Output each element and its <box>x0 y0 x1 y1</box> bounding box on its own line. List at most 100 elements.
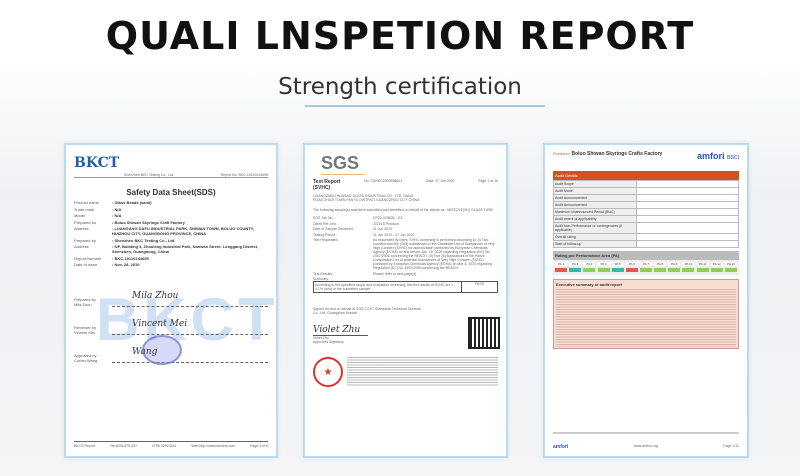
page-subtitle: Strength certification <box>278 74 522 100</box>
pa-label: PA 9 <box>668 262 681 266</box>
audit-row: Audit Announcement <box>552 201 739 209</box>
producer-label: Producer: <box>553 151 571 156</box>
report-fields: SGS Job No. : CP20-029606 - GZ Client Ref.… <box>313 216 498 276</box>
pa-label: PA 11 <box>696 262 709 266</box>
client-address: GUANGZHOU HUASAO GLASS INDUSTRIAL CO., L… <box>313 194 420 202</box>
pa-color <box>696 268 709 272</box>
audit-table: Audit Scope Audit Mode Audit Announcement A… <box>552 180 739 248</box>
pa-color <box>640 268 653 272</box>
sgs-logo: SGS <box>321 153 366 175</box>
pa-rating: PA 7 <box>639 261 653 274</box>
field-value: 2020LS Produce <box>373 221 400 226</box>
field-label: Prepared by <box>74 237 96 243</box>
signatures: Prepared by Mila Zhou Mila Zhou Reviewer by… <box>74 289 268 365</box>
field-value: : 6/F, Building 3, Zhouleng Industrial P… <box>112 244 259 254</box>
field-label: Product name <box>74 200 99 205</box>
signature: Violet Zhu <box>313 325 368 336</box>
result-pass: PASS <box>474 282 485 286</box>
signer: Reviewer by Vincent Mei <box>74 325 112 335</box>
field-label: Trade mark <box>74 206 95 212</box>
field-row: Client Ref. Info. : 2020LS Produce <box>313 222 498 226</box>
field-row: Report Number: BKC-19110244695 <box>74 256 268 261</box>
pa-rating: PA 5 <box>611 261 625 274</box>
pa-label: PA 10 <box>682 262 695 266</box>
audit-row-label: Audit Non-Performance or contingencies (… <box>552 222 638 234</box>
sgs-test-report: SGS Test Report No. CANEC2009256601 Date… <box>303 143 508 458</box>
audit-row-label: Audit Scope <box>552 180 638 188</box>
handwritten-signature: Mila Zhou <box>132 291 179 301</box>
approval-stamp-icon <box>142 335 182 365</box>
company-seal-icon: ★ <box>313 357 343 387</box>
executive-summary: Executive summary of audit report <box>553 279 739 349</box>
pa-label: PA 8 <box>654 262 667 266</box>
audit-row-value <box>636 180 739 188</box>
field-label: Client Ref. Info. : <box>313 221 340 226</box>
signer: Prepared by Mila Zhou <box>74 297 112 307</box>
sds-fields: Product name: Glass Beads (sand) Trade ma… <box>74 200 268 267</box>
pa-rating: PA 9 <box>667 261 681 274</box>
audit-row-value <box>636 222 739 234</box>
audit-row-label: Audit Announcement <box>552 201 638 209</box>
signer: Approved by Corbin Wang <box>74 353 112 363</box>
pa-label: PA 6 <box>625 262 638 266</box>
report-subtitle: (SVHC) <box>313 185 331 191</box>
field-value: CP20-029606 - GZ <box>373 216 403 220</box>
field-value: As requested by client, SVHC screening i… <box>373 238 495 270</box>
signer-title: Approved Signatory <box>313 340 344 344</box>
pa-color <box>668 268 681 272</box>
field-row: Test Requested : As requested by client, … <box>313 238 498 270</box>
pa-rating: PA 12 <box>710 261 724 274</box>
signature-line: Mila Zhou <box>112 289 268 307</box>
doc-footer: BKCS Report Tel:4008-875-392 0755-329233… <box>74 441 268 448</box>
footer-site: www.amfori.org <box>633 444 658 448</box>
pa-rating: PA 1 <box>554 261 568 274</box>
field-row: Prepared by: Shenzhen BKC Testing Co., L… <box>74 238 268 243</box>
rating-header: Rating per Performance Area (PA) <box>553 251 739 260</box>
field-value: : BKC-19110244695 <box>112 255 149 261</box>
field-label: Address <box>74 244 89 249</box>
pa-label: PA 12 <box>710 262 723 266</box>
audit-row-label: Audit Mode <box>552 187 638 195</box>
summary-label: Summary: <box>313 277 329 281</box>
pa-color <box>583 268 596 272</box>
brand-sub: BSCI <box>727 155 739 161</box>
producer-name: Boluo Shiwan Skyrings Crafts Factory <box>571 151 663 157</box>
pa-color <box>569 268 582 272</box>
pa-rating: PA 11 <box>696 261 710 274</box>
field-row: Testing Period : 11 Jun 2020 - 17 Jun 202… <box>313 233 498 237</box>
pa-label: PA 2 <box>569 262 582 266</box>
signer-name: Corbin Wang <box>74 358 98 363</box>
footer-text: 0755-32923341 <box>151 444 177 448</box>
field-row: Address: LUANGANG DAFU INDUSTRIAL PARK, … <box>74 226 268 236</box>
signed-for: Signed for and on behalf of SGS-CSTC Sta… <box>313 307 421 315</box>
signature-row: Reviewer by Vincent Mei Vincent Mei <box>74 317 268 335</box>
field-row: Trade mark : N/A <box>74 207 268 212</box>
sds-certificate: BKCT Shenzhen BKC Testing Co., Ltd. Repo… <box>64 143 278 458</box>
field-label: SGS Job No. : <box>313 216 336 220</box>
signature-line: Wang <box>112 335 268 365</box>
pa-label: PA 5 <box>611 262 624 266</box>
field-label: Date of issue <box>74 262 98 267</box>
field-value: : N/A <box>112 206 122 212</box>
field-row: Prepared for: Boluo Shiwan Skyrings Craf… <box>74 220 268 225</box>
field-row: Date of Sample Received : 11 Jun 2020 <box>313 227 498 231</box>
intro-text: The following sample(s) was/were submitt… <box>313 208 494 212</box>
footer-brand: amfori <box>553 444 569 450</box>
report-title: Test Report <box>313 179 341 185</box>
report-no: No. CANEC2009256601 <box>364 179 403 183</box>
brand-name: amfori <box>697 151 725 161</box>
field-value: Please refer to next page(s). <box>373 271 418 276</box>
audit-row-value <box>636 208 739 216</box>
summary-text <box>556 289 736 347</box>
subtitle-underline <box>305 105 545 107</box>
field-row: Date of issue: Nov. 28, 2019 <box>74 262 268 267</box>
pa-color <box>597 268 610 272</box>
pa-rating: PA 10 <box>681 261 695 274</box>
field-row: Model: N/A <box>74 213 268 218</box>
audit-row-value <box>636 233 739 241</box>
signer-role: Prepared by <box>74 297 96 302</box>
bkct-watermark: BKCT <box>96 286 278 353</box>
footer-text: Tel:4008-875-392 <box>109 444 138 448</box>
signer-role: Reviewer by <box>74 325 97 330</box>
audit-row-value <box>636 215 739 223</box>
